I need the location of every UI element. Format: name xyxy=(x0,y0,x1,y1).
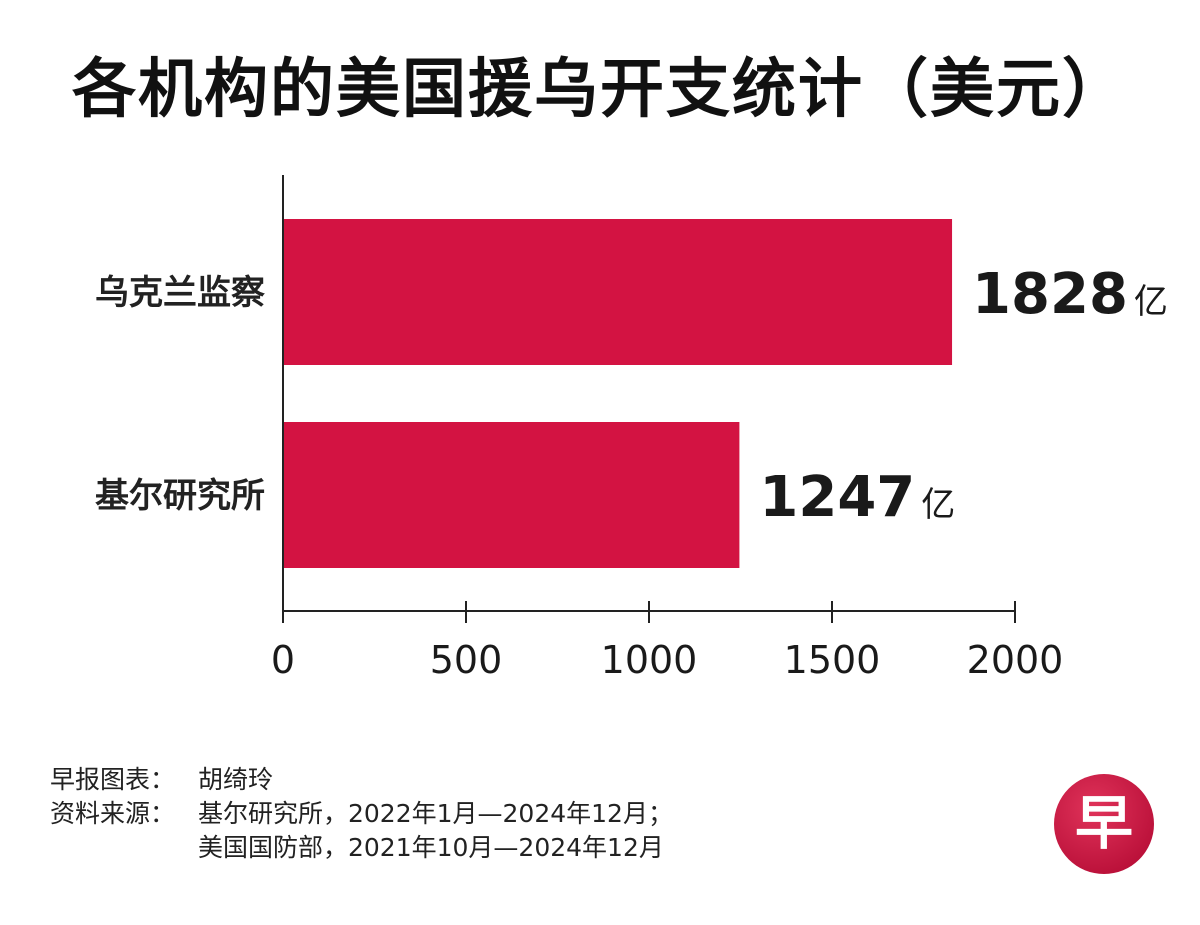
logo-circle xyxy=(1054,774,1154,874)
credit-value: 胡绮玲 xyxy=(198,765,274,794)
zaobao-logo: 早 xyxy=(1054,774,1154,874)
chart-title: 各机构的美国援乌开支统计（美元） xyxy=(72,53,1128,127)
source-row: 资料来源： 基尔研究所，2022年1月—2024年12月； xyxy=(50,797,673,831)
credit-row: 早报图表： 胡绮玲 xyxy=(50,763,673,797)
data-label-0: 1828 亿 xyxy=(972,262,1168,327)
x-tick-label-4: 2000 xyxy=(967,638,1064,682)
logo-char: 早 xyxy=(1075,789,1133,857)
footer: 早报图表： 胡绮玲 资料来源： 基尔研究所，2022年1月—2024年12月； 美国… xyxy=(50,763,673,865)
data-label-unit-0: 亿 xyxy=(1134,282,1168,322)
source-label: 资料来源： xyxy=(50,799,176,828)
data-label-unit-1: 亿 xyxy=(921,485,955,525)
bar-1 xyxy=(283,422,740,568)
x-tick-label-0: 0 xyxy=(271,638,295,682)
x-tick-label-2: 1000 xyxy=(601,638,698,682)
category-label-1: 基尔研究所 xyxy=(95,476,265,516)
x-tick-label-3: 1500 xyxy=(784,638,881,682)
bar-0 xyxy=(283,219,953,365)
category-label-0: 乌克兰监察 xyxy=(95,273,265,313)
source-line-1: 基尔研究所，2022年1月—2024年12月； xyxy=(198,799,673,828)
x-tick-label-1: 500 xyxy=(430,638,503,682)
source-row-2: 美国国防部，2021年10月—2024年12月 xyxy=(50,831,673,865)
credit-label: 早报图表： xyxy=(50,765,176,794)
data-label-1: 1247 亿 xyxy=(759,465,955,530)
source-line-2: 美国国防部，2021年10月—2024年12月 xyxy=(198,833,664,862)
